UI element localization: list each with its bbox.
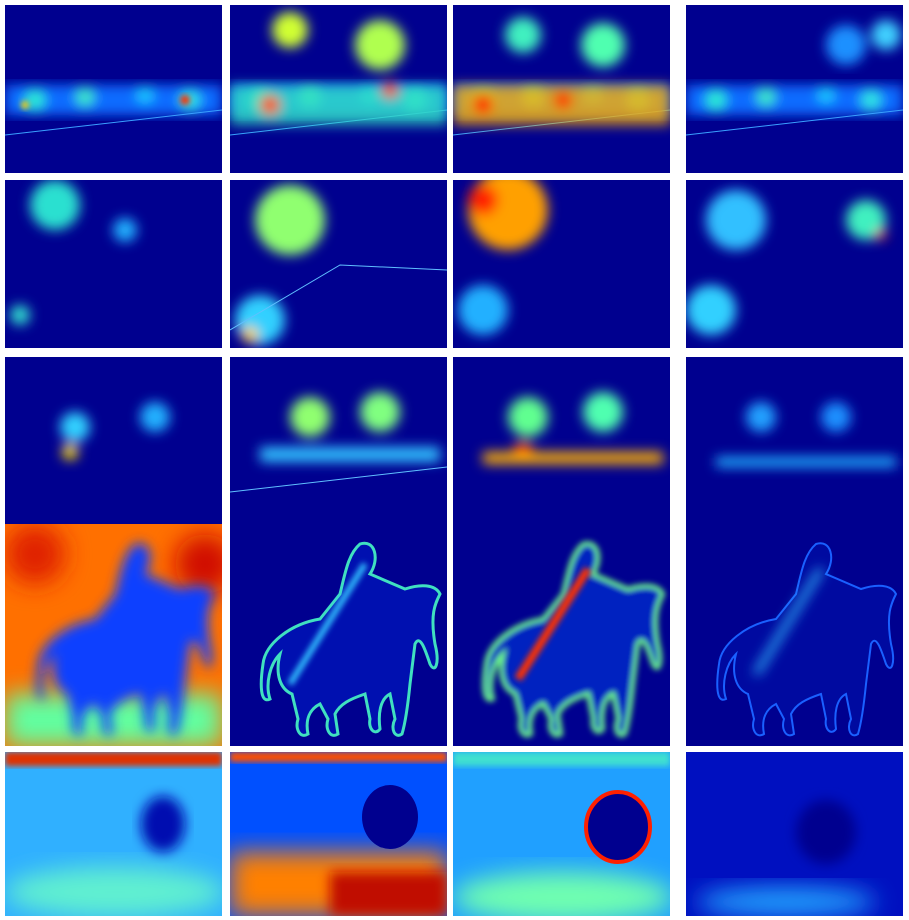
heatmap-panel (5, 524, 222, 746)
heatmap-panel (453, 180, 670, 348)
heatmap-panel (453, 752, 670, 916)
heatmap-panel (5, 180, 222, 348)
heatmap-panel (686, 357, 903, 525)
heatmap-panel (230, 180, 447, 348)
heatmap-panel (230, 752, 447, 916)
heatmap-panel (5, 752, 222, 916)
heatmap-panel (230, 524, 447, 746)
heatmap-panel (230, 357, 447, 525)
heatmap-panel (453, 357, 670, 525)
heatmap-panel (5, 357, 222, 525)
heatmap-panel (686, 180, 903, 348)
heatmap-panel (230, 5, 447, 173)
heatmap-panel (5, 5, 222, 173)
heatmap-panel (453, 5, 670, 173)
heatmap-panel (686, 5, 903, 173)
heatmap-panel (686, 752, 903, 916)
heatmap-panel (453, 524, 670, 746)
heatmap-panel (686, 524, 903, 746)
